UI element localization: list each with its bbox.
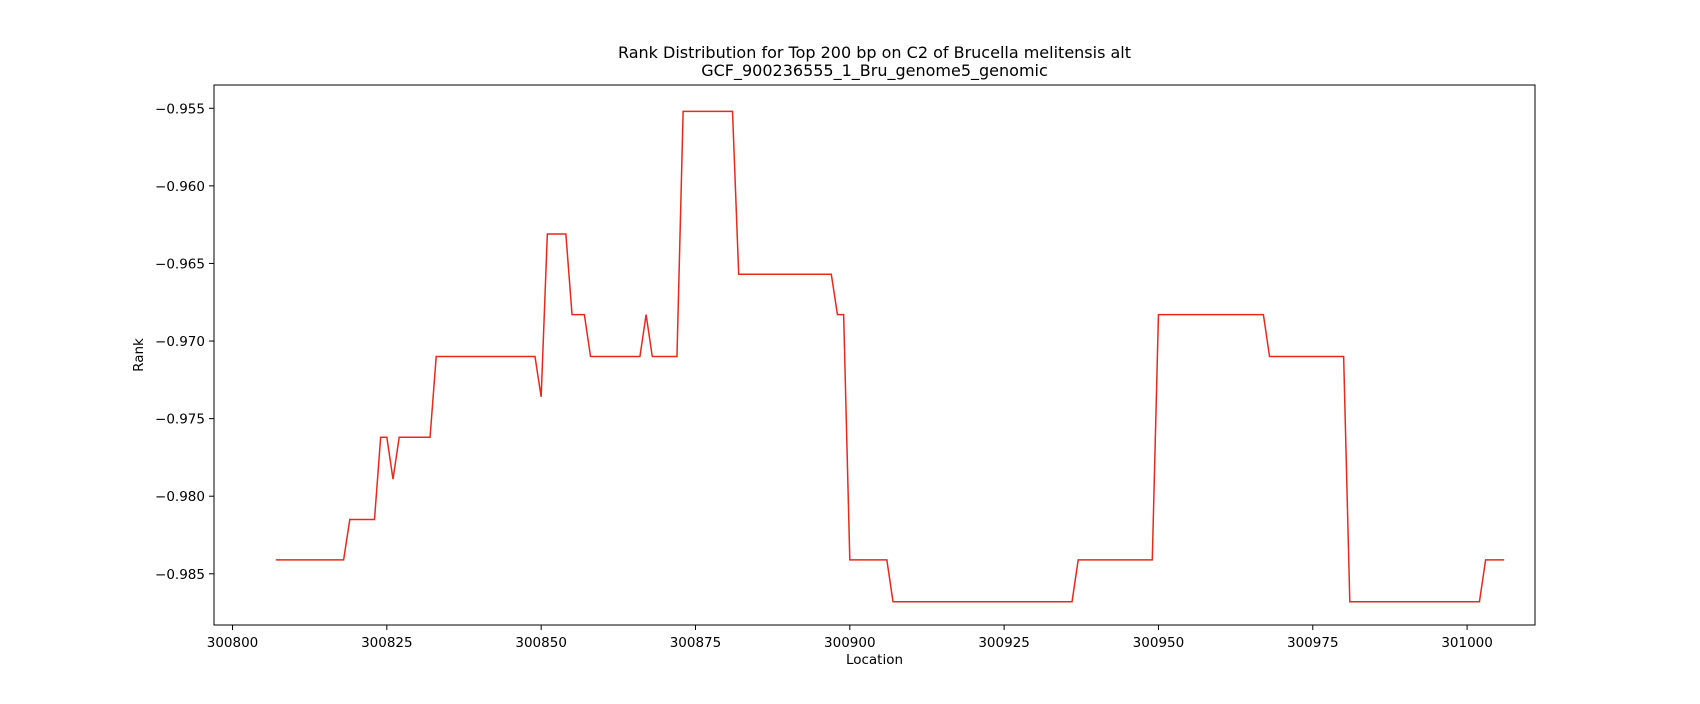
x-axis: 300800 300825 300850 300875 300900 300925 3009… bbox=[207, 625, 1493, 651]
chart-subtitle: GCF_900236555_1_Bru_genome5_genomic bbox=[701, 61, 1048, 81]
y-tick-label: −0.960 bbox=[155, 179, 205, 195]
x-tick-label: 300925 bbox=[978, 635, 1030, 651]
y-tick-label: −0.970 bbox=[155, 334, 205, 350]
y-tick-label: −0.965 bbox=[155, 256, 205, 272]
y-tick-label: −0.955 bbox=[155, 101, 205, 117]
y-tick-label: −0.985 bbox=[155, 567, 205, 583]
x-tick-label: 300900 bbox=[824, 635, 876, 651]
y-axis-label: Rank bbox=[131, 338, 147, 372]
x-axis-label: Location bbox=[846, 652, 903, 668]
x-tick-label: 300850 bbox=[515, 635, 567, 651]
y-axis: −0.955 −0.960 −0.965 −0.970 −0.975 −0.980 −0.9… bbox=[155, 101, 214, 583]
x-tick-label: 300875 bbox=[670, 635, 722, 651]
y-tick-label: −0.975 bbox=[155, 412, 205, 428]
x-tick-label: 300950 bbox=[1133, 635, 1185, 651]
x-tick-label: 300975 bbox=[1287, 635, 1339, 651]
y-tick-label: −0.980 bbox=[155, 489, 205, 505]
x-tick-label: 301000 bbox=[1441, 635, 1493, 651]
x-tick-label: 300800 bbox=[207, 635, 259, 651]
plot-area-frame bbox=[213, 84, 1536, 626]
chart-title: Rank Distribution for Top 200 bp on C2 o… bbox=[618, 43, 1131, 62]
x-tick-label: 300825 bbox=[361, 635, 413, 651]
series-line bbox=[275, 110, 1505, 603]
